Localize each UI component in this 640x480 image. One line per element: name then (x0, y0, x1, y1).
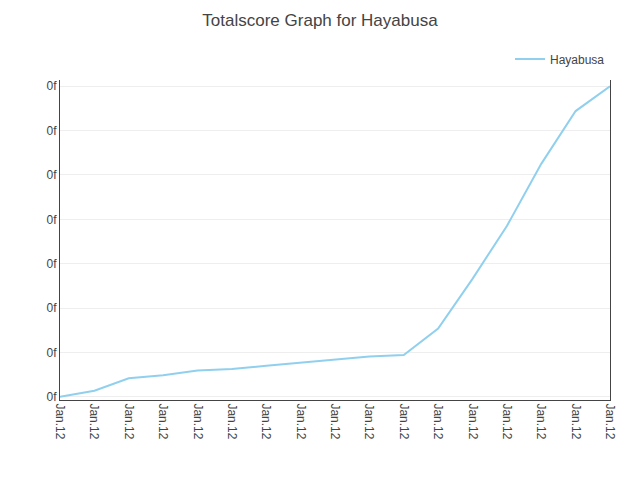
svg-text:Jan.12: Jan.12 (191, 403, 205, 439)
svg-text:Jan.12: Jan.12 (225, 403, 239, 439)
svg-text:Jan.12: Jan.12 (156, 403, 170, 439)
svg-text:Jan.12: Jan.12 (259, 403, 273, 439)
svg-text:Jan.12: Jan.12 (328, 403, 342, 439)
svg-text:0f: 0f (47, 346, 58, 360)
svg-text:Jan.12: Jan.12 (294, 403, 308, 439)
svg-text:0f: 0f (47, 124, 58, 138)
svg-text:Jan.12: Jan.12 (362, 403, 376, 439)
svg-text:0f: 0f (47, 257, 58, 271)
svg-text:0f: 0f (47, 301, 58, 315)
svg-text:Jan.12: Jan.12 (466, 403, 480, 439)
svg-text:Jan.12: Jan.12 (122, 403, 136, 439)
svg-text:0f: 0f (47, 79, 58, 93)
svg-text:Jan.12: Jan.12 (397, 403, 411, 439)
svg-text:0f: 0f (47, 390, 58, 404)
svg-text:Jan.12: Jan.12 (500, 403, 514, 439)
svg-text:Hayabusa: Hayabusa (550, 53, 604, 67)
svg-text:Totalscore Graph for Hayabusa: Totalscore Graph for Hayabusa (202, 11, 438, 30)
svg-text:Jan.12: Jan.12 (53, 403, 67, 439)
svg-text:Jan.12: Jan.12 (534, 403, 548, 439)
svg-text:0f: 0f (47, 213, 58, 227)
svg-text:Jan.12: Jan.12 (603, 403, 617, 439)
svg-text:Jan.12: Jan.12 (87, 403, 101, 439)
svg-text:0f: 0f (47, 168, 58, 182)
svg-text:Jan.12: Jan.12 (569, 403, 583, 439)
svg-text:Jan.12: Jan.12 (431, 403, 445, 439)
